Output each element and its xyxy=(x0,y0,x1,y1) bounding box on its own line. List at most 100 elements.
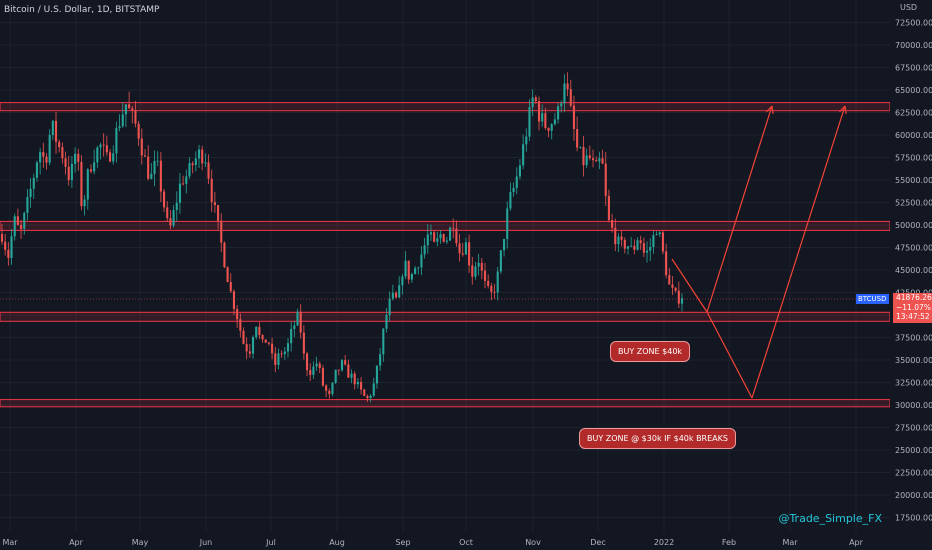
candle-body xyxy=(229,282,232,292)
candle-body xyxy=(236,309,239,320)
price-zone xyxy=(0,220,891,231)
author-watermark: @Trade_Simple_FX xyxy=(778,512,882,525)
candle-body xyxy=(372,383,375,396)
candle-body xyxy=(26,196,29,213)
candle-body xyxy=(617,236,620,245)
last-price-badge: 41876.26 −11.07% 13:47:52 xyxy=(893,293,932,323)
candle-body xyxy=(305,353,309,371)
y-tick-label: 47500.00 xyxy=(895,244,932,253)
y-tick-label: 65000.00 xyxy=(895,86,932,95)
candle-body xyxy=(299,311,302,333)
x-tick-label: Nov xyxy=(525,538,541,547)
currency-label: USD xyxy=(900,3,917,12)
candle-body xyxy=(537,101,541,122)
candle-body xyxy=(626,246,630,249)
candle-body xyxy=(67,166,70,181)
candle-body xyxy=(242,330,245,344)
candle-body xyxy=(423,245,426,255)
candle-body xyxy=(429,232,433,235)
candle-body xyxy=(80,161,83,207)
candle-body xyxy=(296,311,299,326)
candle-body xyxy=(232,291,236,310)
candle-body xyxy=(658,232,661,235)
candle-body xyxy=(414,268,417,275)
candle-body xyxy=(353,373,356,385)
candle-body xyxy=(655,234,658,236)
candle-body xyxy=(677,290,680,304)
chart-grid xyxy=(0,0,890,532)
candle-body xyxy=(10,236,13,258)
candle-body xyxy=(334,369,337,383)
projection-line xyxy=(839,105,846,113)
candle-body xyxy=(531,97,534,108)
candle-body xyxy=(4,241,7,250)
candle-body xyxy=(344,360,347,365)
y-tick-label: 45000.00 xyxy=(895,266,932,275)
y-tick-label: 30000.00 xyxy=(895,401,932,410)
projection-line xyxy=(671,258,708,313)
candle-body xyxy=(147,156,150,179)
x-tick-label: Jul xyxy=(265,538,276,547)
candle-body xyxy=(245,343,248,352)
candle-body xyxy=(163,191,166,208)
candle-body xyxy=(337,369,340,371)
candle-body xyxy=(366,395,369,399)
candle-body xyxy=(496,271,499,293)
price-zone xyxy=(0,399,891,408)
candle-body xyxy=(668,275,671,285)
candle-body xyxy=(220,220,223,243)
candle-body xyxy=(226,267,229,283)
time-axis[interactable]: Mar Apr May Jun Jul Aug Sep Oct Nov Dec 2022 Feb Mar… xyxy=(2,538,863,547)
candle-body xyxy=(7,249,10,258)
candle-body xyxy=(99,144,102,148)
candle-body xyxy=(407,260,410,280)
candle-body xyxy=(388,298,391,316)
candle-body xyxy=(582,146,585,166)
x-tick-label: Oct xyxy=(459,538,473,547)
candle-body xyxy=(131,108,134,111)
candle-body xyxy=(274,353,277,365)
candle-body xyxy=(213,202,216,206)
candle-body xyxy=(471,265,474,277)
y-tick-label: 50000.00 xyxy=(895,221,932,230)
candle-body xyxy=(264,339,267,343)
candle-body xyxy=(391,292,394,299)
annotation-buy-zone-40k[interactable]: BUY ZONE $40k xyxy=(610,341,691,362)
candle-body xyxy=(420,254,423,268)
candle-body xyxy=(105,145,108,153)
projection-line xyxy=(751,105,846,399)
candle-body xyxy=(620,236,623,240)
x-tick-label: Mar xyxy=(782,538,798,547)
candle-body xyxy=(172,209,175,226)
candle-body xyxy=(468,242,471,266)
candle-body xyxy=(563,83,566,104)
candle-body xyxy=(382,328,385,355)
x-tick-label: Jun xyxy=(199,538,213,547)
candle-body xyxy=(251,337,255,354)
candle-body xyxy=(661,232,664,252)
candle-body xyxy=(671,284,674,288)
candle-body xyxy=(207,162,210,179)
candle-body xyxy=(369,395,372,399)
price-axis-bg xyxy=(890,0,932,550)
candle-body xyxy=(404,260,407,277)
candle-body xyxy=(32,177,35,189)
candle-body xyxy=(191,163,194,166)
candle-body xyxy=(360,381,363,390)
y-tick-label: 70000.00 xyxy=(895,41,932,50)
candle-body xyxy=(255,326,258,338)
candle-body xyxy=(483,270,487,281)
price-zone xyxy=(0,311,891,322)
x-tick-label: Apr xyxy=(69,538,84,547)
candle-body xyxy=(108,152,112,162)
candle-body xyxy=(204,162,207,164)
projection-arrows xyxy=(671,105,847,399)
price-axis[interactable]: USD 17500.00 20000.00 22500.00 25000.00 27500… xyxy=(890,0,932,550)
candle-body xyxy=(89,169,93,172)
candle-body xyxy=(477,262,480,267)
candle-body xyxy=(315,363,318,367)
candle-body xyxy=(115,128,118,154)
candle-body xyxy=(153,161,156,174)
annotation-buy-zone-30k[interactable]: BUY ZONE @ $30k IF $40k BREAKS xyxy=(579,428,736,449)
